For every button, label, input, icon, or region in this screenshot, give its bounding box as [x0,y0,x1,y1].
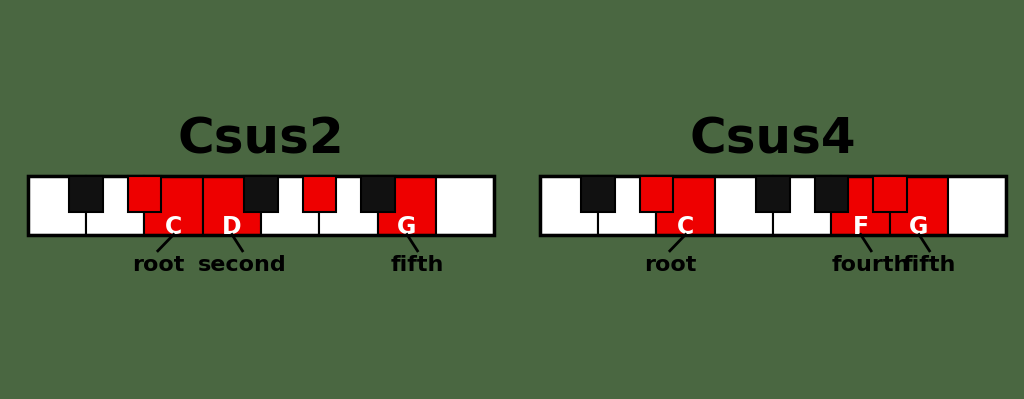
Bar [756,176,791,212]
Bar [890,176,948,235]
Bar [28,176,495,235]
Bar [540,176,1007,235]
Text: fifth: fifth [391,255,444,275]
Text: C: C [165,215,182,239]
Bar [872,176,906,212]
Text: fifth: fifth [903,255,956,275]
Bar [378,176,436,235]
Bar [715,176,773,235]
Bar [831,176,890,235]
Text: G: G [397,215,417,239]
Bar [640,176,674,212]
Bar [360,176,394,212]
Bar [436,176,495,235]
Text: C: C [677,215,694,239]
Bar [244,176,279,212]
Bar [773,176,831,235]
Bar [302,176,336,212]
Bar [948,176,1007,235]
Text: F: F [853,215,868,239]
Text: fourth: fourth [831,255,910,275]
Text: G: G [909,215,929,239]
Bar [128,176,162,212]
Text: Csus2: Csus2 [178,116,344,164]
Bar [540,176,598,235]
Text: Csus4: Csus4 [690,116,856,164]
Bar [319,176,378,235]
Bar [582,176,615,212]
Bar [656,176,715,235]
Text: root: root [132,255,184,275]
Text: D: D [222,215,242,239]
Bar [814,176,848,212]
Bar [598,176,656,235]
Bar [261,176,319,235]
Bar [203,176,261,235]
Bar [28,176,86,235]
Text: root: root [644,255,696,275]
Bar [144,176,203,235]
Bar [70,176,103,212]
Text: second: second [198,255,287,275]
Bar [86,176,144,235]
